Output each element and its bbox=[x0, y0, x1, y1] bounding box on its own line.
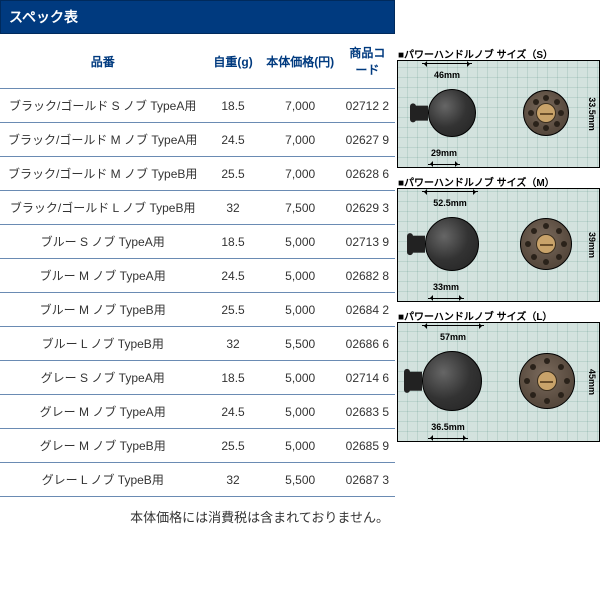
cell-price: 5,500 bbox=[261, 463, 340, 497]
knob-shape bbox=[428, 89, 476, 137]
cell-price: 5,000 bbox=[261, 361, 340, 395]
dim-top: 57mm bbox=[422, 325, 484, 342]
cell-name: ブラック/ゴールド M ノブ TypeB用 bbox=[0, 157, 205, 191]
table-row: ブルー M ノブ TypeB用25.55,00002684 2 bbox=[0, 293, 395, 327]
dim-bottom: 33mm bbox=[428, 282, 464, 299]
cell-weight: 32 bbox=[205, 463, 260, 497]
dim-right: 45mm bbox=[587, 369, 597, 395]
cell-price: 5,000 bbox=[261, 225, 340, 259]
cell-code: 02629 3 bbox=[340, 191, 395, 225]
cell-name: ブルー M ノブ TypeA用 bbox=[0, 259, 205, 293]
knob-shape bbox=[422, 351, 482, 411]
cell-code: 02684 2 bbox=[340, 293, 395, 327]
cell-name: グレー L ノブ TypeB用 bbox=[0, 463, 205, 497]
dim-bottom: 29mm bbox=[428, 148, 460, 165]
disc-shape bbox=[519, 353, 575, 409]
dim-bottom: 36.5mm bbox=[428, 422, 468, 439]
cell-price: 7,500 bbox=[261, 191, 340, 225]
table-row: ブラック/ゴールド M ノブ TypeB用25.57,00002628 6 bbox=[0, 157, 395, 191]
size-diagram: ■パワーハンドルノブ サイズ（S）46mm29mm33.5mm bbox=[397, 60, 600, 168]
cell-name: ブルー S ノブ TypeA用 bbox=[0, 225, 205, 259]
diagram-column: ■パワーハンドルノブ サイズ（S） 46mm 29mm 33.5mm ■パワーハンドルノ… bbox=[397, 0, 600, 600]
cell-code: 02687 3 bbox=[340, 463, 395, 497]
size-diagram: ■パワーハンドルノブ サイズ（L）57mm36.5mm45mm bbox=[397, 322, 600, 442]
disc-shape bbox=[523, 90, 569, 136]
col-code: 商品コード bbox=[340, 34, 395, 89]
cell-price: 7,000 bbox=[261, 157, 340, 191]
table-row: ブラック/ゴールド L ノブ TypeB用327,50002629 3 bbox=[0, 191, 395, 225]
table-row: グレー S ノブ TypeA用18.55,00002714 6 bbox=[0, 361, 395, 395]
cell-code: 02628 6 bbox=[340, 157, 395, 191]
cell-weight: 25.5 bbox=[205, 293, 260, 327]
knob-shape bbox=[425, 217, 479, 271]
cell-code: 02682 8 bbox=[340, 259, 395, 293]
spec-table: 品番 自重(g) 本体価格(円) 商品コード ブラック/ゴールド S ノブ Ty… bbox=[0, 34, 395, 497]
cell-code: 02686 6 bbox=[340, 327, 395, 361]
table-row: グレー M ノブ TypeA用24.55,00002683 5 bbox=[0, 395, 395, 429]
table-row: グレー M ノブ TypeB用25.55,00002685 9 bbox=[0, 429, 395, 463]
cell-name: ブラック/ゴールド S ノブ TypeA用 bbox=[0, 89, 205, 123]
cell-name: ブルー L ノブ TypeB用 bbox=[0, 327, 205, 361]
cell-weight: 25.5 bbox=[205, 429, 260, 463]
table-row: ブラック/ゴールド M ノブ TypeA用24.57,00002627 9 bbox=[0, 123, 395, 157]
cell-code: 02712 2 bbox=[340, 89, 395, 123]
table-row: グレー L ノブ TypeB用325,50002687 3 bbox=[0, 463, 395, 497]
table-row: ブルー M ノブ TypeA用24.55,00002682 8 bbox=[0, 259, 395, 293]
cell-weight: 18.5 bbox=[205, 89, 260, 123]
cell-weight: 32 bbox=[205, 327, 260, 361]
col-weight: 自重(g) bbox=[205, 34, 260, 89]
col-name: 品番 bbox=[0, 34, 205, 89]
cell-code: 02714 6 bbox=[340, 361, 395, 395]
cell-weight: 18.5 bbox=[205, 225, 260, 259]
cell-price: 7,000 bbox=[261, 89, 340, 123]
cell-weight: 18.5 bbox=[205, 361, 260, 395]
cell-price: 5,000 bbox=[261, 259, 340, 293]
cell-name: グレー M ノブ TypeB用 bbox=[0, 429, 205, 463]
cell-name: グレー M ノブ TypeA用 bbox=[0, 395, 205, 429]
cell-price: 5,000 bbox=[261, 429, 340, 463]
spec-table-title: スペック表 bbox=[0, 0, 395, 34]
diagram-title: ■パワーハンドルノブ サイズ（M） bbox=[398, 174, 555, 189]
disc-shape bbox=[520, 218, 572, 270]
diagram-title: ■パワーハンドルノブ サイズ（S） bbox=[398, 46, 553, 61]
table-row: ブラック/ゴールド S ノブ TypeA用18.57,00002712 2 bbox=[0, 89, 395, 123]
col-price: 本体価格(円) bbox=[261, 34, 340, 89]
table-row: ブルー S ノブ TypeA用18.55,00002713 9 bbox=[0, 225, 395, 259]
cell-weight: 24.5 bbox=[205, 123, 260, 157]
table-row: ブルー L ノブ TypeB用325,50002686 6 bbox=[0, 327, 395, 361]
spec-table-body: ブラック/ゴールド S ノブ TypeA用18.57,00002712 2ブラッ… bbox=[0, 89, 395, 497]
cell-weight: 24.5 bbox=[205, 395, 260, 429]
cell-code: 02627 9 bbox=[340, 123, 395, 157]
cell-price: 7,000 bbox=[261, 123, 340, 157]
cell-price: 5,000 bbox=[261, 293, 340, 327]
cell-weight: 24.5 bbox=[205, 259, 260, 293]
tax-note: 本体価格には消費税は含まれておりません。 bbox=[0, 497, 395, 530]
cell-name: ブラック/ゴールド L ノブ TypeB用 bbox=[0, 191, 205, 225]
dim-right: 39mm bbox=[587, 232, 597, 258]
cell-weight: 32 bbox=[205, 191, 260, 225]
dim-right: 33.5mm bbox=[587, 97, 597, 131]
cell-name: ブラック/ゴールド M ノブ TypeA用 bbox=[0, 123, 205, 157]
cell-code: 02685 9 bbox=[340, 429, 395, 463]
dim-top: 46mm bbox=[422, 63, 472, 80]
cell-price: 5,000 bbox=[261, 395, 340, 429]
diagram-title: ■パワーハンドルノブ サイズ（L） bbox=[398, 308, 552, 323]
cell-price: 5,500 bbox=[261, 327, 340, 361]
cell-name: グレー S ノブ TypeA用 bbox=[0, 361, 205, 395]
cell-code: 02713 9 bbox=[340, 225, 395, 259]
dim-top: 52.5mm bbox=[422, 191, 478, 208]
cell-name: ブルー M ノブ TypeB用 bbox=[0, 293, 205, 327]
cell-code: 02683 5 bbox=[340, 395, 395, 429]
cell-weight: 25.5 bbox=[205, 157, 260, 191]
size-diagram: ■パワーハンドルノブ サイズ（M）52.5mm33mm39mm bbox=[397, 188, 600, 302]
